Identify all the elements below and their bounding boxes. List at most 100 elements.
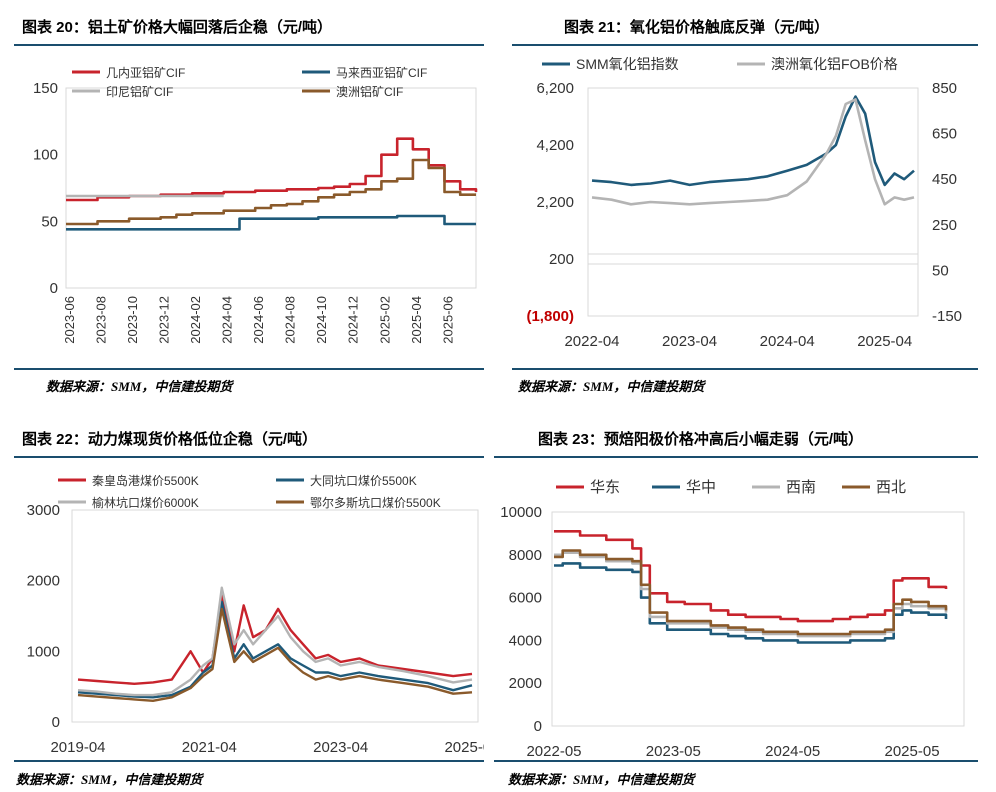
plot-frame: [71, 509, 479, 723]
legend-item-2-label: 印尼铝矿CIF: [106, 84, 173, 99]
chart-21-bottom-rule: [512, 368, 978, 370]
x-tick-label-10: 2025-02: [377, 296, 392, 344]
y-right-tick-label-2: 450: [932, 171, 957, 188]
series-line-1: [591, 98, 915, 206]
y-right-tick-label-0: 850: [932, 80, 957, 97]
series-line-2: [554, 551, 948, 638]
series-line-0: [591, 95, 915, 187]
x-tick-label-4: 2024-02: [188, 296, 203, 344]
series-line-1: [66, 214, 476, 231]
x-tick-label-3: 2023-12: [157, 296, 172, 344]
x-tick-label-1: 2023-04: [662, 333, 717, 350]
x-tick-label-0: 2022-05: [526, 743, 581, 760]
x-tick-label-6: 2024-06: [251, 296, 266, 344]
y-tick-label-3: 6000: [509, 590, 542, 607]
x-tick-label-2: 2024-04: [760, 333, 815, 350]
x-tick-label-3: 2025-05: [884, 743, 939, 760]
legend-item-2-label: 西南: [786, 479, 816, 496]
x-tick-label-2: 2023-10: [125, 296, 140, 344]
y-tick-label-0: 0: [50, 280, 58, 297]
legend-item-1-label: 大同坑口煤价5500K: [310, 473, 417, 488]
chart-23-plot: 0 2000 4000 6000 8000 10000 2022-05 2023-05 2024…: [500, 479, 965, 760]
chart-20-source: 数据来源：SMM，中信建投期货: [46, 379, 233, 394]
chart-20-top-rule: [14, 44, 484, 46]
legend-item-1-label: 华中: [686, 479, 716, 496]
chart-21-top-rule: [512, 44, 978, 46]
y-tick-label-2: 4000: [509, 632, 542, 649]
chart-23-title: 图表 23：预焙阳极价格冲高后小幅走弱（元/吨）: [538, 431, 864, 448]
x-tick-label-0: 2019-04: [50, 739, 105, 756]
x-tick-label-1: 2023-08: [93, 296, 108, 344]
legend-item-3-label: 西北: [876, 479, 906, 496]
x-tick-label-7: 2024-08: [283, 296, 298, 344]
x-tick-label-3: 2025-04: [444, 739, 484, 756]
series-line-1: [554, 562, 948, 644]
chart-22-source: 数据来源：SMM，中信建投期货: [16, 772, 203, 787]
legend-item-0-label: 几内亚铝矿CIF: [106, 65, 185, 80]
y-left-tick-label-4: (1,800): [526, 308, 574, 325]
x-tick-label-11: 2025-04: [409, 296, 424, 344]
y-tick-label-0: 0: [52, 714, 60, 731]
x-tick-label-9: 2024-12: [346, 296, 361, 344]
y-left-tick-label-3: 200: [549, 251, 574, 268]
chart-23-source: 数据来源：SMM，中信建投期货: [508, 772, 695, 787]
x-tick-label-0: 2023-06: [62, 296, 77, 344]
legend-item-2-label: 榆林坑口煤价6000K: [92, 495, 199, 510]
chart-20-plot: 0 50 100 150 2023-06 2023-08 2023-10 2023-12 202…: [33, 65, 478, 344]
chart-23-bottom-rule: [494, 760, 978, 762]
series-line-0: [77, 593, 473, 685]
y-tick-label-3: 3000: [27, 502, 60, 519]
y-left-tick-label-2: 2,200: [536, 194, 574, 211]
y-right-tick-label-4: 50: [932, 262, 949, 279]
x-tick-label-1: 2023-05: [646, 743, 701, 760]
series-line-3: [66, 158, 476, 226]
chart-21-plot: 6,200 4,200 2,200 200 (1,800) 850 650 450 250 50 -…: [526, 56, 962, 350]
chart-21-source: 数据来源：SMM，中信建投期货: [518, 379, 705, 394]
series-line-1: [77, 600, 473, 699]
x-tick-label-2: 2024-05: [765, 743, 820, 760]
y-tick-label-4: 8000: [509, 547, 542, 564]
series-line-3: [554, 549, 948, 636]
plot-frame: [587, 87, 919, 317]
y-tick-label-1: 1000: [27, 643, 60, 660]
y-tick-label-0: 0: [534, 718, 542, 735]
chart-22-bottom-rule: [14, 760, 484, 762]
legend-item-1-label: 澳洲氧化铝FOB价格: [771, 56, 898, 72]
series-line-0: [66, 137, 478, 202]
y-left-tick-label-0: 6,200: [536, 80, 574, 97]
y-tick-label-2: 2000: [27, 573, 60, 590]
chart-20-title: 图表 20：铝土矿价格大幅回落后企稳（元/吨）: [22, 19, 333, 36]
y-left-tick-label-1: 4,200: [536, 137, 574, 154]
legend-item-0-label: 华东: [590, 479, 620, 496]
chart-22-top-rule: [14, 456, 484, 458]
y-tick-label-5: 10000: [500, 504, 542, 521]
y-right-tick-label-1: 650: [932, 126, 957, 143]
legend-item-3-label: 鄂尔多斯坑口煤价5500K: [310, 495, 441, 510]
y-right-tick-label-5: -150: [932, 308, 962, 325]
series-line-0: [554, 530, 948, 623]
x-tick-label-8: 2024-10: [314, 296, 329, 344]
plot-frame: [65, 87, 477, 289]
legend-item-3-label: 澳洲铝矿CIF: [336, 84, 403, 99]
series-line-2: [77, 586, 473, 697]
legend-item-0-label: SMM氧化铝指数: [576, 56, 679, 72]
y-tick-label-3: 150: [33, 80, 58, 97]
x-tick-label-0: 2022-04: [564, 333, 619, 350]
series-line-3: [77, 607, 473, 702]
y-right-tick-label-3: 250: [932, 217, 957, 234]
chart-20-bottom-rule: [14, 368, 484, 370]
legend-item-0-label: 秦皇岛港煤价5500K: [92, 473, 199, 488]
chart-21-title: 图表 21：氧化铝价格触底反弹（元/吨）: [564, 19, 830, 36]
plot-frame: [551, 511, 965, 727]
y-tick-label-1: 50: [41, 213, 58, 230]
x-tick-label-1: 2021-04: [182, 739, 237, 756]
chart-22-title: 图表 22：动力煤现货价格低位企稳（元/吨）: [22, 431, 318, 448]
x-tick-label-2: 2023-04: [313, 739, 368, 756]
chart-22-plot: 0 1000 2000 3000 2019-04 2021-04 2023-04 2025-0…: [27, 473, 484, 756]
y-tick-label-2: 100: [33, 147, 58, 164]
x-tick-label-5: 2024-04: [220, 296, 235, 344]
x-tick-label-3: 2025-04: [857, 333, 912, 350]
chart-23-top-rule: [494, 456, 978, 458]
legend-item-1-label: 马来西亚铝矿CIF: [336, 65, 427, 80]
x-tick-label-12: 2025-06: [440, 296, 455, 344]
